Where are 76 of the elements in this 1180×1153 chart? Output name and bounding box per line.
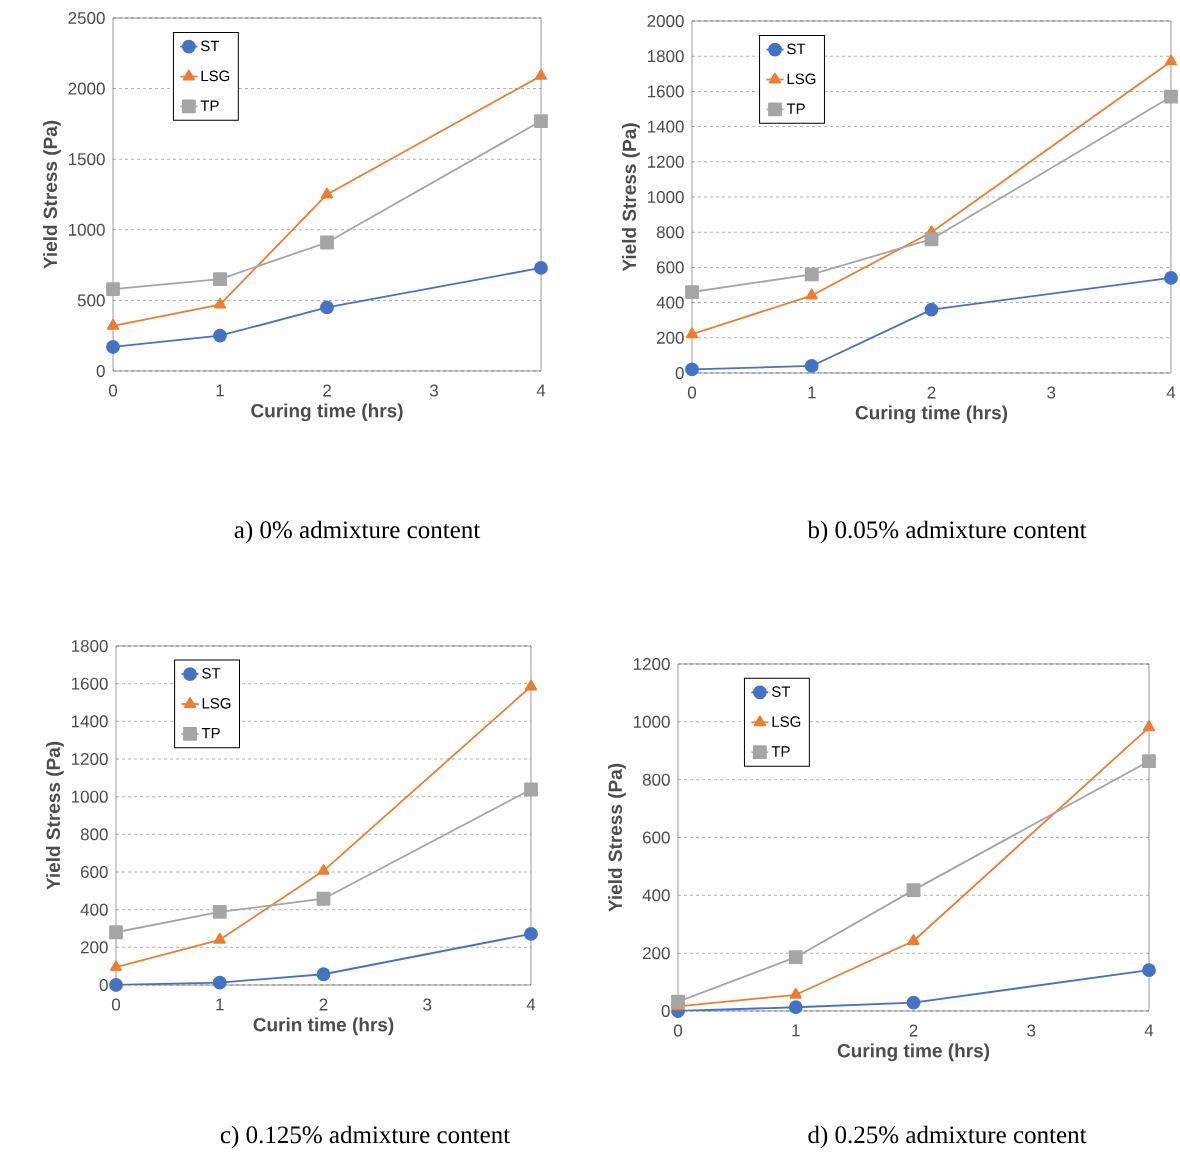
y-tick-label: 200 bbox=[642, 947, 670, 960]
legend-label: ST bbox=[771, 686, 791, 697]
legend-label: LSG bbox=[787, 73, 816, 85]
x-tick-label: 1 bbox=[808, 386, 816, 399]
x-tick-label: 3 bbox=[429, 384, 438, 397]
x-axis-title: Curing time (hrs) bbox=[251, 403, 403, 422]
x-tick-label: 3 bbox=[1027, 1024, 1036, 1037]
y-tick-label: 2000 bbox=[647, 14, 684, 28]
text: a) 0% admixture content bbox=[234, 520, 481, 544]
y-axis-title: Yield Stress (Pa) bbox=[608, 763, 626, 912]
x-tick-label: 1 bbox=[792, 1024, 800, 1037]
x-tick-label: 3 bbox=[1047, 386, 1056, 399]
legend-label: ST bbox=[787, 43, 806, 55]
y-tick-label: 600 bbox=[656, 261, 684, 274]
x-tick-label: 0 bbox=[687, 386, 697, 399]
x-axis-title: Curing time (hrs) bbox=[855, 405, 1008, 424]
y-tick-label: 1000 bbox=[68, 223, 105, 236]
x-axis-title: Curin time (hrs) bbox=[253, 1017, 394, 1036]
y-tick-label: 1000 bbox=[633, 715, 670, 728]
x-tick-label: 2 bbox=[319, 998, 328, 1011]
y-tick-label: 1000 bbox=[647, 190, 684, 204]
x-tick-label: 2 bbox=[927, 386, 936, 399]
x-tick-label: 4 bbox=[1144, 1024, 1154, 1037]
legend-label: TP bbox=[200, 100, 219, 111]
y-tick-label: 1200 bbox=[647, 155, 684, 168]
legend-label: TP bbox=[771, 746, 790, 757]
y-tick-label: 0 bbox=[99, 978, 108, 992]
x-tick-label: 4 bbox=[526, 998, 536, 1011]
x-tick-label: 0 bbox=[111, 998, 121, 1011]
y-tick-label: 0 bbox=[96, 364, 105, 378]
legend-label: TP bbox=[201, 727, 220, 739]
legend-label: ST bbox=[202, 668, 221, 679]
legend-label: LSG bbox=[202, 698, 231, 709]
y-tick-label: 400 bbox=[656, 296, 684, 309]
y-tick-label: 400 bbox=[80, 903, 108, 916]
y-tick-label: 1600 bbox=[647, 85, 684, 98]
x-tick-label: 2 bbox=[323, 384, 331, 397]
y-tick-label: 2500 bbox=[68, 11, 105, 25]
y-tick-label: 800 bbox=[80, 828, 108, 841]
legend-label: ST bbox=[200, 40, 220, 52]
y-tick-label: 1800 bbox=[647, 50, 684, 63]
x-tick-label: 2 bbox=[909, 1024, 918, 1037]
y-axis-title: Yield Stress (Pa) bbox=[43, 120, 61, 269]
x-tick-label: 0 bbox=[108, 384, 118, 397]
x-tick-label: 1 bbox=[216, 998, 224, 1011]
legend-label: TP bbox=[786, 103, 805, 114]
x-tick-label: 3 bbox=[423, 998, 432, 1011]
y-tick-label: 1200 bbox=[633, 657, 670, 671]
y-tick-label: 2000 bbox=[68, 82, 105, 95]
x-tick-label: 4 bbox=[1166, 386, 1176, 399]
y-tick-label: 800 bbox=[642, 773, 670, 786]
y-tick-label: 200 bbox=[80, 941, 108, 954]
y-axis-title: Yield Stress (Pa) bbox=[622, 123, 640, 272]
y-tick-label: 1400 bbox=[71, 715, 108, 728]
y-tick-label: 500 bbox=[77, 294, 105, 307]
text: d) 0.25% admixture content bbox=[808, 1125, 1087, 1149]
y-tick-label: 0 bbox=[675, 366, 684, 380]
y-tick-label: 200 bbox=[656, 331, 684, 344]
y-tick-label: 600 bbox=[642, 831, 670, 844]
y-tick-label: 800 bbox=[656, 226, 684, 239]
y-axis-title: Yield Stress (Pa) bbox=[46, 741, 64, 890]
y-tick-label: 400 bbox=[642, 889, 670, 902]
x-tick-label: 4 bbox=[536, 384, 546, 397]
y-tick-label: 1800 bbox=[71, 639, 108, 653]
text: c) 0.125% admixture content bbox=[220, 1125, 510, 1149]
y-tick-label: 1000 bbox=[71, 790, 108, 803]
legend-label: LSG bbox=[772, 716, 801, 727]
y-tick-label: 1600 bbox=[71, 677, 108, 690]
text: b) 0.05% admixture content bbox=[807, 520, 1087, 544]
y-tick-label: 1400 bbox=[647, 120, 684, 133]
y-tick-label: 600 bbox=[80, 865, 108, 879]
x-tick-label: 1 bbox=[216, 384, 224, 397]
x-axis-title: Curing time (hrs) bbox=[837, 1043, 990, 1062]
legend-label: LSG bbox=[201, 70, 230, 82]
y-tick-label: 1500 bbox=[68, 153, 105, 166]
y-tick-label: 1200 bbox=[71, 752, 108, 766]
